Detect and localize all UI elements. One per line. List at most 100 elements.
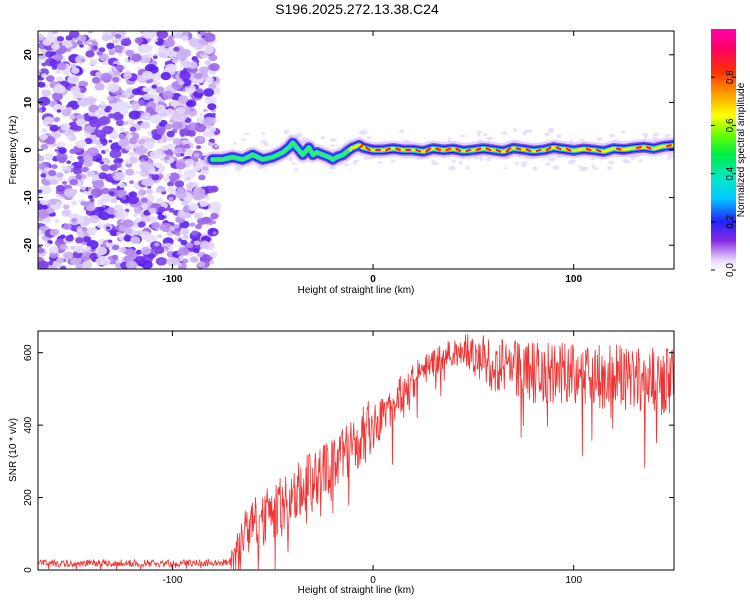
colorbar-tick-label: 0.8 (725, 70, 736, 84)
noise-speckle (174, 189, 187, 199)
noise-speckle (44, 167, 51, 172)
y-tick-label: 400 (23, 416, 34, 433)
noise-speckle (56, 257, 65, 264)
noise-speckle (177, 262, 182, 267)
noise-speckle (63, 251, 74, 260)
noise-speckle (44, 153, 54, 161)
noise-speckle (513, 128, 518, 133)
noise-speckle (160, 222, 173, 233)
noise-speckle (100, 193, 112, 203)
spectrogram-y-label: Frequency (Hz) (8, 116, 19, 185)
noise-speckle (131, 53, 142, 62)
ridge-peak (348, 146, 354, 152)
noise-speckle (205, 76, 214, 83)
noise-speckle (148, 253, 156, 259)
noise-speckle (38, 248, 45, 254)
noise-speckle (207, 103, 217, 111)
noise-speckle (234, 166, 242, 172)
ridge-peak (395, 147, 401, 152)
noise-speckle (199, 113, 205, 117)
noise-speckle (177, 95, 189, 104)
noise-speckle (94, 82, 105, 91)
noise-speckle (127, 195, 139, 205)
noise-speckle (182, 148, 187, 152)
noise-speckle (514, 161, 520, 165)
noise-speckle (112, 39, 118, 44)
noise-speckle (241, 138, 247, 141)
noise-speckle (183, 169, 196, 179)
noise-speckle (101, 187, 110, 195)
noise-speckle (53, 117, 61, 122)
spectrogram-y-ticks: -20 -10 0 10 20 (23, 49, 674, 252)
noise-speckle (38, 260, 49, 269)
noise-speckle (89, 58, 98, 66)
noise-speckle (133, 207, 143, 214)
noise-speckle (75, 174, 82, 180)
noise-speckle (134, 37, 144, 44)
noise-speckle (130, 236, 141, 245)
noise-speckle (52, 142, 58, 147)
noise-speckle (147, 130, 153, 135)
noise-speckle (69, 178, 78, 186)
noise-speckle (98, 211, 111, 221)
noise-speckle (108, 113, 115, 119)
noise-speckle (164, 47, 177, 57)
noise-speckle (126, 133, 133, 139)
noise-speckle (201, 35, 206, 39)
frequency-ridge (204, 134, 674, 168)
noise-speckle (99, 161, 104, 165)
noise-speckle (620, 130, 626, 134)
noise-speckle (579, 138, 585, 142)
noise-speckle (97, 223, 104, 228)
noise-speckle (545, 162, 551, 166)
noise-speckle (39, 133, 48, 140)
noise-speckle (94, 139, 101, 145)
noise-speckle (199, 120, 204, 124)
noise-speckle (193, 240, 201, 246)
y-tick-label: 10 (23, 96, 34, 108)
noise-speckle (204, 95, 217, 105)
noise-speckle (93, 45, 98, 50)
noise-speckle (85, 246, 92, 251)
noise-speckle (577, 165, 583, 168)
noise-speckle (89, 198, 95, 203)
colorbar-label: Normalized spectral amplitude (736, 82, 747, 217)
noise-speckle (121, 196, 127, 200)
noise-speckle (607, 160, 615, 165)
y-tick-label: 200 (23, 489, 34, 506)
noise-speckle (39, 185, 52, 195)
noise-speckle (38, 189, 43, 193)
noise-speckle (138, 138, 146, 145)
ridge-peak (465, 148, 472, 153)
noise-speckle (100, 72, 113, 82)
spectrogram-x-ticks: -100 0 100 (162, 31, 582, 285)
noise-speckle (63, 223, 72, 231)
ridge-peak (455, 147, 462, 153)
noise-speckle (124, 58, 129, 62)
noise-speckle (129, 180, 135, 185)
noise-speckle (153, 38, 158, 43)
noise-speckle (79, 44, 84, 48)
noise-speckle (142, 70, 154, 80)
noise-speckle (38, 203, 44, 211)
noise-speckle (157, 214, 165, 221)
noise-speckle (177, 113, 188, 122)
y-tick-label: 0 (23, 147, 34, 153)
noise-speckle (124, 145, 132, 151)
noise-speckle (344, 163, 350, 167)
noise-speckle (193, 248, 200, 254)
noise-speckle (180, 239, 188, 246)
noise-speckle (202, 130, 212, 138)
noise-speckle (180, 153, 185, 157)
noise-speckle (125, 69, 131, 74)
noise-speckle (38, 34, 45, 41)
noise-speckle (175, 152, 182, 158)
noise-speckle (209, 260, 215, 265)
noise-speckle (132, 213, 138, 218)
noise-speckle (172, 58, 179, 64)
noise-speckle (106, 207, 115, 215)
ridge-peak (666, 144, 672, 148)
noise-speckle (567, 160, 573, 165)
noise-speckle (193, 72, 203, 80)
